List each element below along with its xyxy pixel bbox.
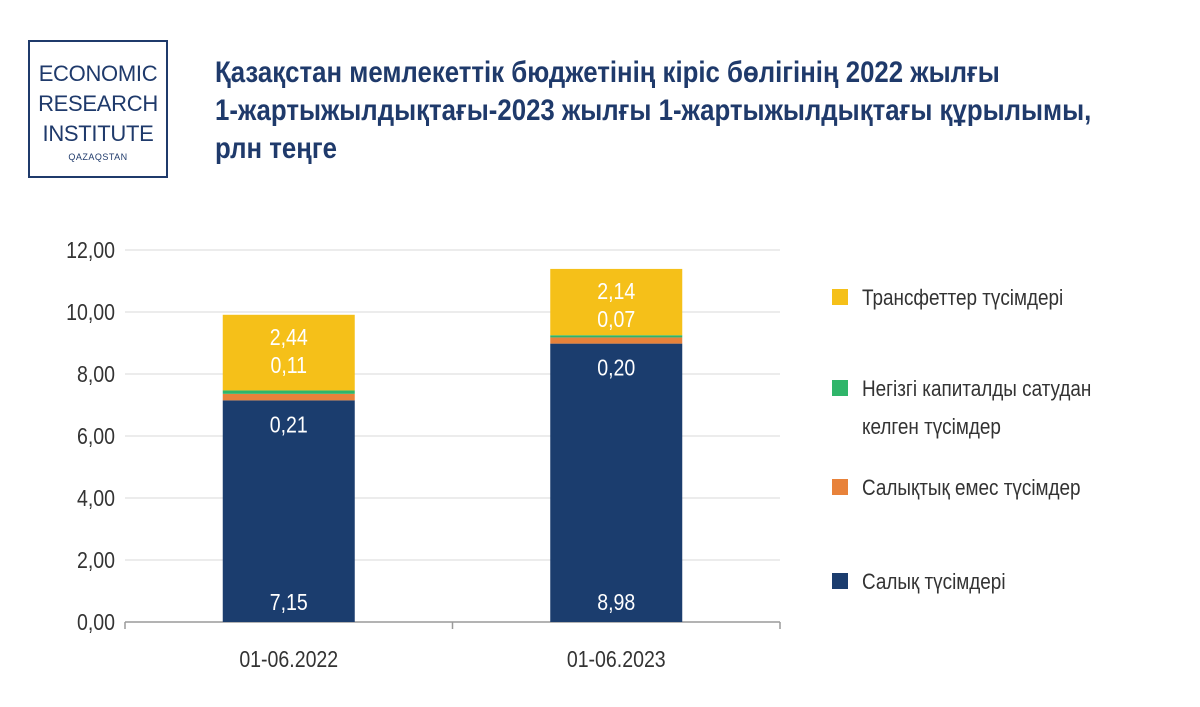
y-tick-label: 10,00 [66, 300, 115, 326]
legend-swatch [832, 479, 848, 495]
y-tick-label: 12,00 [66, 238, 115, 264]
bar-segment-0 [550, 343, 683, 622]
chart-title: Қазақстан мемлекеттік бюджетінің кіріс б… [215, 54, 1092, 168]
bar-segment-2 [550, 335, 683, 338]
bar-segment-0 [222, 400, 355, 622]
logo-line-research: RESEARCH [38, 91, 158, 116]
bar-value-label: 8,98 [597, 590, 635, 616]
bar-segment-3 [550, 268, 683, 336]
bar-value-label: 2,44 [270, 324, 308, 350]
legend-label: Салықтық емес түсімдер [862, 476, 1081, 501]
bar-value-label: 0,07 [597, 306, 635, 332]
y-tick-label: 4,00 [77, 486, 115, 512]
logo-line-country: QAZAQSTAN [68, 152, 128, 162]
x-category-label: 01-06.2023 [567, 647, 666, 673]
logo-line-institute: INSTITUTE [42, 121, 154, 146]
bar-segment-2 [222, 390, 355, 394]
y-tick-label: 8,00 [77, 362, 115, 388]
chart-title-line-1: Қазақстан мемлекеттік бюджетінің кіріс б… [215, 56, 1000, 89]
x-category-label: 01-06.2022 [239, 647, 338, 673]
logo: ECONOMIC RESEARCH INSTITUTE QAZAQSTAN [28, 40, 168, 178]
bar-segment-1 [222, 393, 355, 401]
bar-value-label: 0,11 [270, 352, 307, 378]
legend-label: Салық түсімдері [862, 570, 1006, 595]
legend-label: Трансфеттер түсімдері [862, 286, 1063, 311]
legend-swatch [832, 573, 848, 589]
bar-value-label: 0,20 [597, 355, 635, 381]
bar-segment-3 [222, 314, 355, 391]
legend-label: келген түсімдер [862, 415, 1001, 440]
bar-value-label: 0,21 [270, 412, 308, 438]
legend-swatch [832, 380, 848, 396]
legend-label: Негізгі капиталды сатудан [862, 377, 1091, 402]
y-tick-label: 6,00 [77, 424, 115, 450]
bar-value-label: 2,14 [597, 278, 635, 304]
y-tick-label: 0,00 [77, 610, 115, 636]
logo-line-economic: ECONOMIC [38, 61, 158, 86]
chart-title-line-2: 1-жартыжылдықтағы-2023 жылғы 1-жартыжылд… [215, 94, 1092, 127]
legend-swatch [832, 289, 848, 305]
bar-segment-1 [550, 337, 683, 344]
y-tick-label: 2,00 [77, 548, 115, 574]
bar-value-label: 7,15 [270, 590, 308, 616]
chart-title-line-3: рлн теңге [215, 132, 337, 165]
